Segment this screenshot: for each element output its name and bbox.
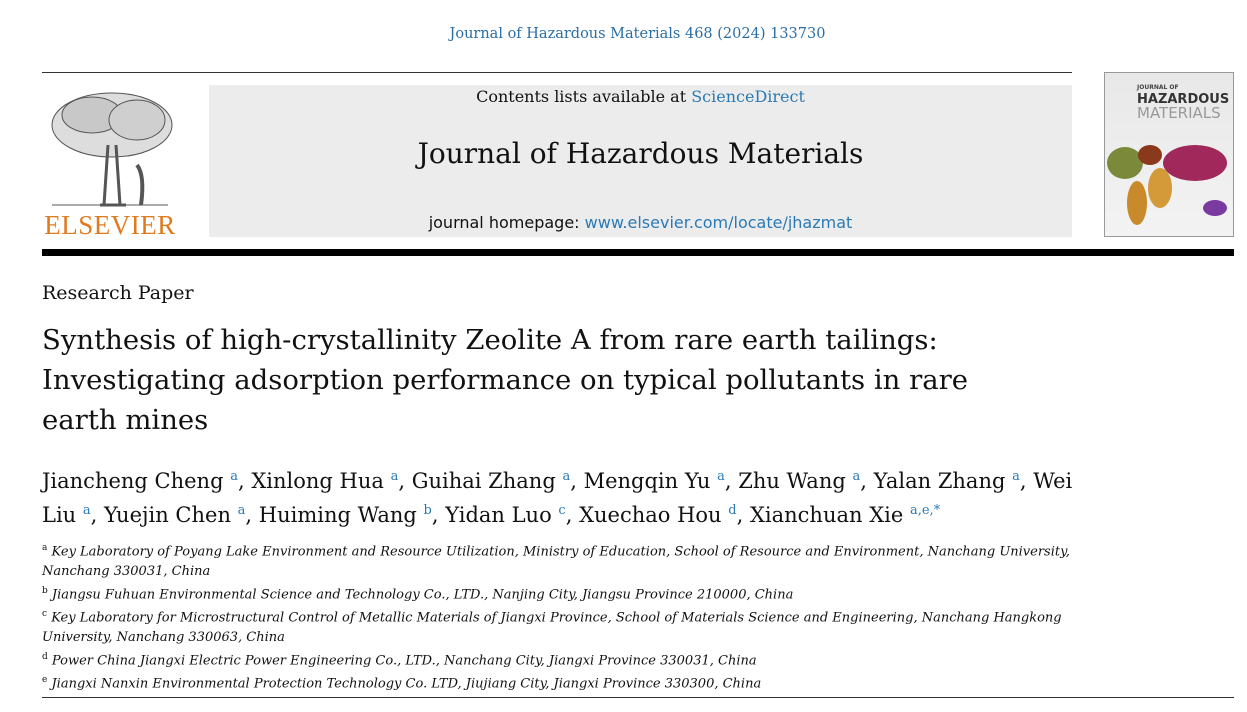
header-divider xyxy=(42,249,1234,256)
author-name: Yuejin Chen xyxy=(104,503,231,527)
journal-banner: Contents lists available at ScienceDirec… xyxy=(209,85,1072,237)
author-affiliation-link[interactable]: a xyxy=(717,469,725,484)
author-affiliation-link[interactable]: d xyxy=(728,503,737,518)
divider xyxy=(42,697,1234,698)
author-name: Zhu Wang xyxy=(738,469,846,493)
affiliation-text: Key Laboratory of Poyang Lake Environmen… xyxy=(42,544,1070,580)
affiliation: a Key Laboratory of Poyang Lake Environm… xyxy=(42,539,1082,582)
affiliation-text: Jiangxi Nanxin Environmental Protection … xyxy=(51,676,762,692)
author-name: Yidan Luo xyxy=(445,503,552,527)
affiliation-list: a Key Laboratory of Poyang Lake Environm… xyxy=(42,539,1082,694)
author-affiliation-link[interactable]: a xyxy=(562,469,571,484)
author[interactable]: Yalan Zhang a xyxy=(874,469,1020,493)
author-name: Jiancheng Cheng xyxy=(42,469,224,493)
affiliation: c Key Laboratory for Microstructural Con… xyxy=(42,605,1082,648)
affiliation: b Jiangsu Fuhuan Environmental Science a… xyxy=(42,582,1082,605)
author-affiliation-link[interactable]: a xyxy=(82,503,91,518)
author[interactable]: Xinlong Hua a xyxy=(251,469,398,493)
author-affiliation-link[interactable]: a,e,* xyxy=(909,503,941,518)
author-name: Xianchuan Xie xyxy=(749,503,904,527)
affiliation-label: b xyxy=(42,585,48,596)
author-name: Xuechao Hou xyxy=(579,503,722,527)
author-affiliation-link[interactable]: b xyxy=(423,503,432,518)
author-affiliation-link[interactable]: c xyxy=(558,503,566,518)
journal-citation[interactable]: Journal of Hazardous Materials 468 (2024… xyxy=(449,26,826,42)
author[interactable]: Yuejin Chen a xyxy=(104,503,245,527)
author-name: Wei Liu xyxy=(42,469,1073,527)
affiliation-label: d xyxy=(42,651,48,662)
journal-cover-image[interactable]: JOURNAL OF HAZARDOUS MATERIALS xyxy=(1104,72,1234,237)
affiliation-label: e xyxy=(42,675,48,686)
contents-prefix: Contents lists available at xyxy=(476,87,692,106)
cover-line3: MATERIALS xyxy=(1137,104,1221,122)
author-name: Mengqin Yu xyxy=(583,469,711,493)
affiliation-text: Key Laboratory for Microstructural Contr… xyxy=(42,610,1062,646)
author-affiliation-link[interactable]: a xyxy=(852,469,861,484)
author-affiliation-link[interactable]: a xyxy=(237,503,246,518)
author-list: Jiancheng Cheng a, Xinlong Hua a, Guihai… xyxy=(42,469,1073,527)
cover-line1: JOURNAL OF xyxy=(1137,84,1179,91)
author[interactable]: Guihai Zhang a xyxy=(412,469,571,493)
author[interactable]: Xuechao Hou d xyxy=(579,503,737,527)
author-affiliation-link[interactable]: a xyxy=(230,469,238,484)
elsevier-wordmark: ELSEVIER xyxy=(44,210,176,240)
author[interactable]: Xianchuan Xie a,e,* xyxy=(750,503,940,527)
affiliation-label: a xyxy=(42,543,48,553)
article-title: Synthesis of high-crystallinity Zeolite … xyxy=(42,324,969,436)
affiliation-text: Power China Jiangxi Electric Power Engin… xyxy=(51,653,757,669)
author[interactable]: Huiming Wang b xyxy=(259,503,432,527)
author[interactable]: Mengqin Yu a xyxy=(584,469,725,493)
author[interactable]: Yidan Luo c xyxy=(445,503,565,527)
elsevier-tree-logo-icon xyxy=(51,92,173,207)
affiliation: d Power China Jiangxi Electric Power Eng… xyxy=(42,648,1082,671)
homepage-line: journal homepage: www.elsevier.com/locat… xyxy=(209,213,1072,232)
homepage-prefix: journal homepage: xyxy=(428,213,585,232)
author[interactable]: Jiancheng Cheng a xyxy=(42,469,238,493)
contents-line: Contents lists available at ScienceDirec… xyxy=(209,87,1072,106)
author-name: Guihai Zhang xyxy=(411,469,556,493)
author-name: Xinlong Hua xyxy=(251,469,384,493)
sciencedirect-link[interactable]: ScienceDirect xyxy=(691,87,805,106)
divider xyxy=(42,72,1072,73)
author-affiliation-link[interactable]: a xyxy=(1012,469,1020,484)
affiliation-text: Jiangsu Fuhuan Environmental Science and… xyxy=(51,587,794,603)
author-affiliation-link[interactable]: a xyxy=(390,469,399,484)
author[interactable]: Wei Liu a xyxy=(42,469,1072,527)
author[interactable]: Zhu Wang a xyxy=(738,469,860,493)
affiliation: e Jiangxi Nanxin Environmental Protectio… xyxy=(42,671,1082,694)
affiliation-label: c xyxy=(42,609,48,620)
journal-title: Journal of Hazardous Materials xyxy=(417,137,864,170)
world-map-icon xyxy=(1107,145,1227,225)
homepage-link[interactable]: www.elsevier.com/locate/jhazmat xyxy=(584,213,853,232)
article-type: Research Paper xyxy=(42,282,194,304)
author-name: Huiming Wang xyxy=(258,503,417,527)
cover-line2: HAZARDOUS xyxy=(1137,92,1230,107)
author-name: Yalan Zhang xyxy=(873,469,1006,493)
